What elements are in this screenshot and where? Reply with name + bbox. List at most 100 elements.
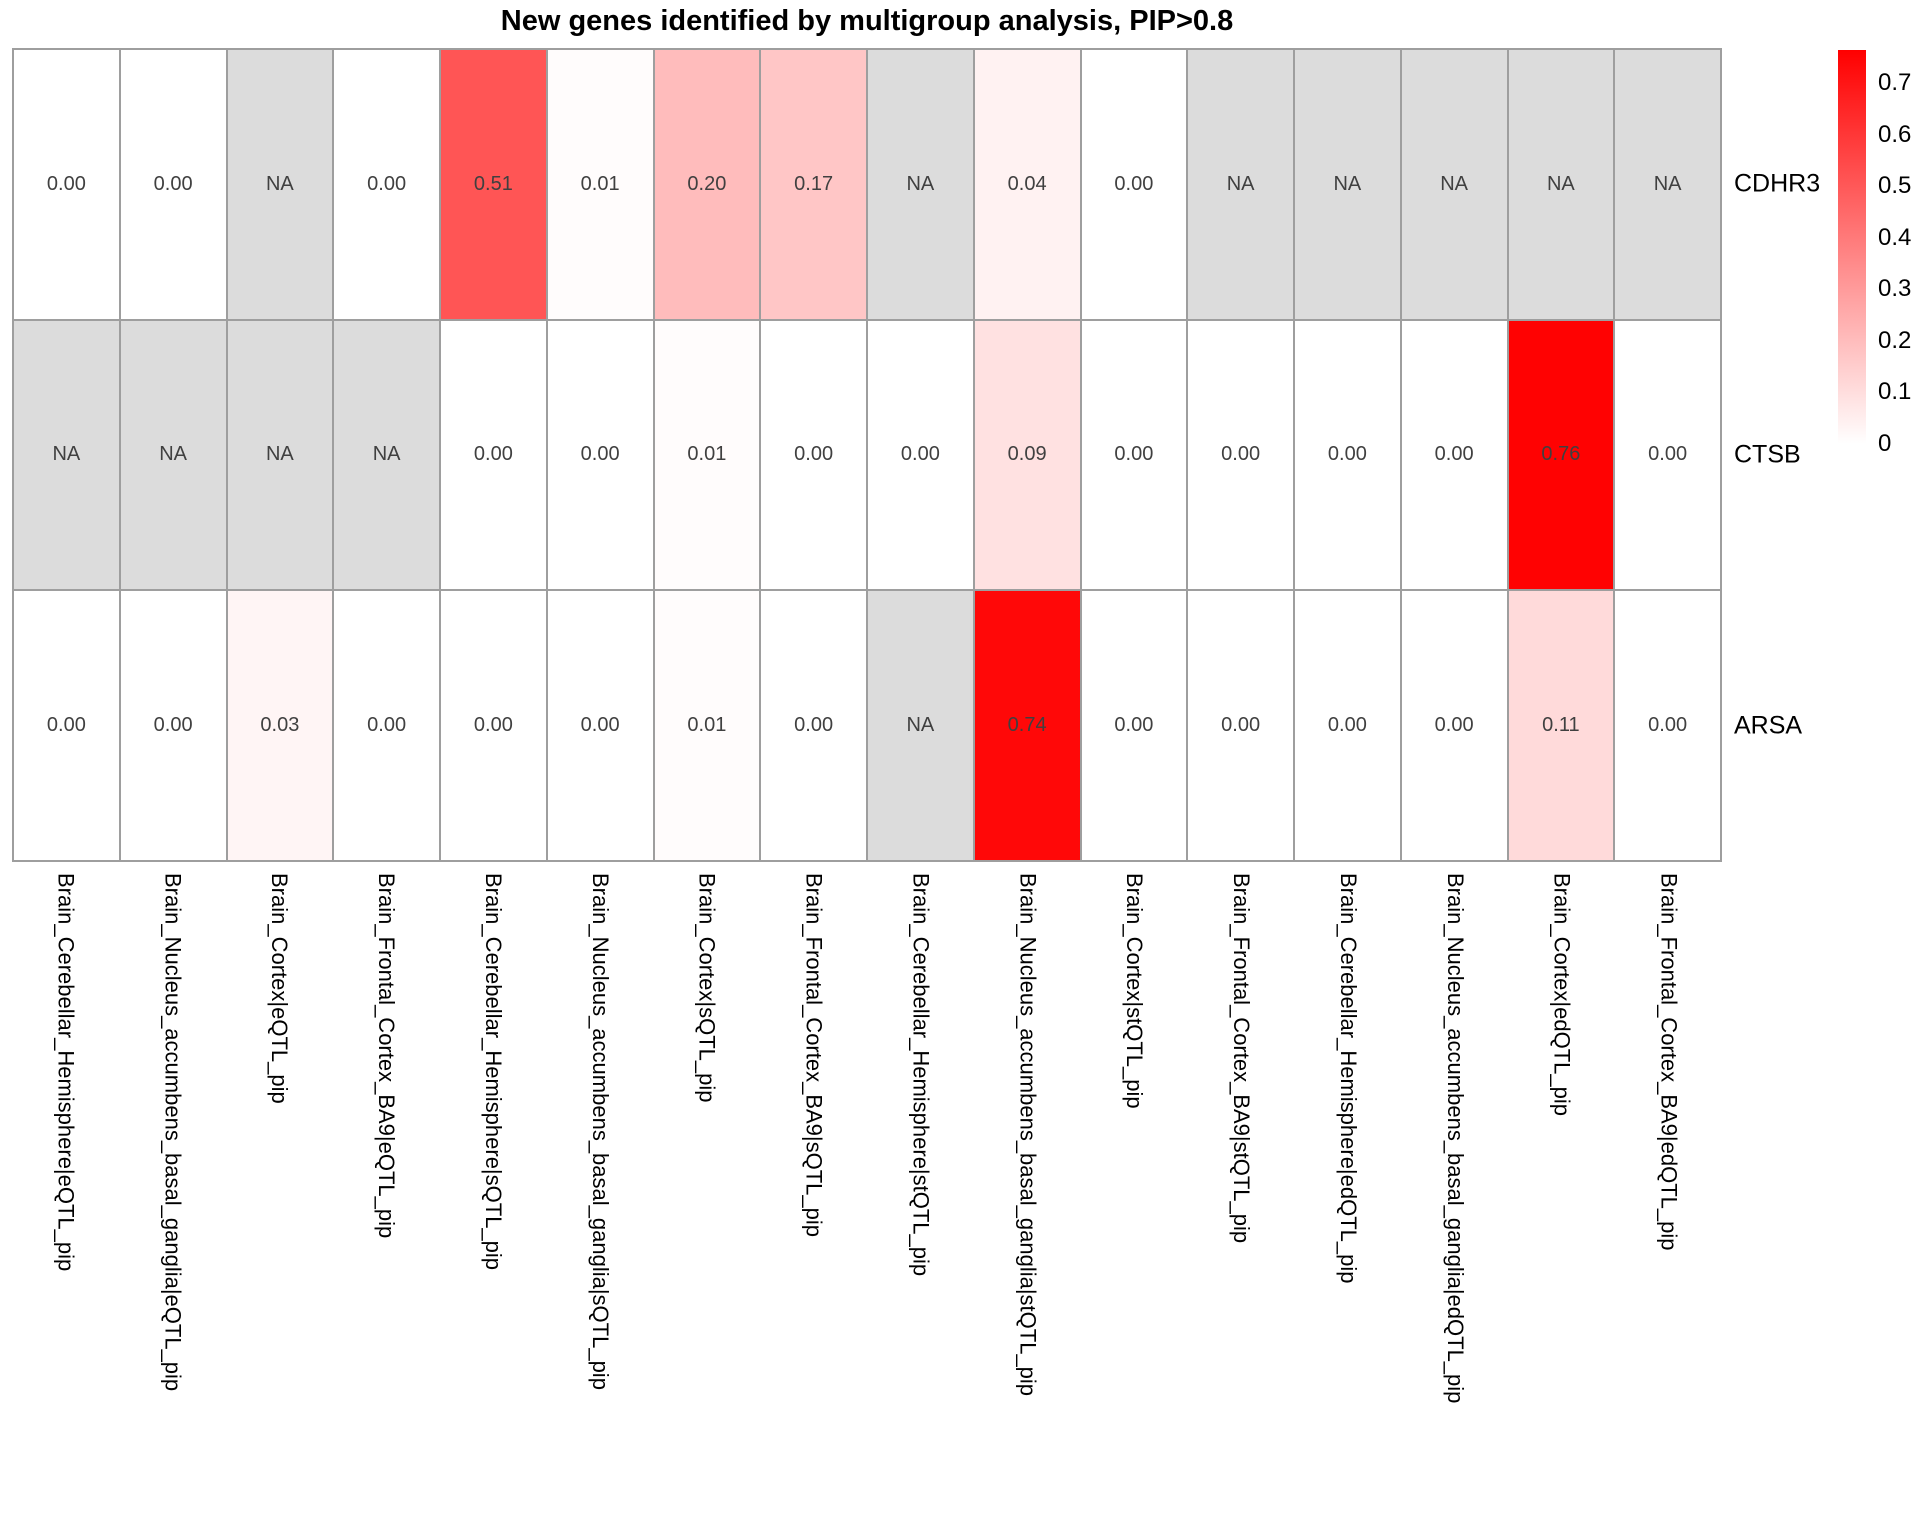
column-label: Brain_Nucleus_accumbens_basal_ganglia|eQ… [160,873,186,1392]
heatmap-cell: 0.11 [1507,590,1615,861]
heatmap-cell: 0.00 [867,319,974,591]
cell-value: 0.00 [473,714,513,737]
heatmap-cell: 0.03 [226,590,334,861]
cell-value: NA [1653,172,1682,195]
heatmap-cell: 0.00 [13,590,120,861]
column-label: Brain_Cortex|stQTL_pip [1122,873,1148,1109]
heatmap-cell: 0.76 [1507,319,1615,591]
heatmap-cell: NA [1187,49,1294,320]
cell-value: 0.00 [1114,714,1154,737]
colorbar-gradient [1838,50,1866,444]
cell-value: 0.00 [1114,172,1154,195]
cell-value: 0.00 [794,443,834,466]
heatmap-cell: 0.00 [760,590,867,861]
chart-title: New genes identified by multigroup analy… [500,5,1234,37]
heatmap-cell: 0.01 [653,590,761,861]
heatmap-cell: 0.00 [1080,319,1188,591]
column-label: Brain_Nucleus_accumbens_basal_ganglia|st… [1015,873,1041,1397]
cell-value: 0.04 [1007,172,1047,195]
cell-value: 0.00 [1221,443,1261,466]
column-label: Brain_Cerebellar_Hemisphere|edQTL_pip [1335,873,1361,1284]
cell-value: 0.00 [580,714,620,737]
cell-value: NA [265,172,294,195]
colorbar-tick-label: 0.6 [1878,120,1912,148]
heatmap-cell: 0.00 [119,49,227,320]
heatmap-cell: NA [867,590,974,861]
cell-value: 0.51 [473,172,513,195]
column-label: Brain_Cortex|edQTL_pip [1549,873,1575,1116]
heatmap-cell: 0.17 [760,49,867,320]
cell-value: 0.00 [1648,443,1688,466]
column-label: Brain_Frontal_Cortex_BA9|eQTL_pip [374,873,400,1239]
heatmap-cell: NA [119,319,227,591]
heatmap-cell: 0.04 [973,49,1081,320]
heatmap-cell: NA [226,49,334,320]
heatmap-grid: 0.00 0.00 NA 0.00 0.51 0.01 0.20 0.17 NA 0.04 0.00… [12,48,1722,862]
cell-value: 0.09 [1007,443,1047,466]
cell-value: 0.00 [367,172,407,195]
heatmap-cell: 0.00 [546,590,654,861]
heatmap-cell: 0.00 [1294,590,1401,861]
cell-value: NA [52,443,81,466]
column-label: Brain_Cerebellar_Hemisphere|stQTL_pip [908,873,934,1277]
colorbar-tick-label: 0 [1878,430,1892,457]
column-label: Brain_Frontal_Cortex_BA9|sQTL_pip [801,873,827,1238]
heatmap-cell: 0.00 [333,590,440,861]
heatmap-cell: 0.00 [440,590,547,861]
cell-value: 0.00 [46,172,86,195]
cell-value: NA [372,443,401,466]
cell-value: NA [1440,172,1469,195]
cell-value: 0.20 [687,172,727,195]
cell-value: NA [1226,172,1255,195]
cell-value: 0.01 [580,172,620,195]
cell-value: 0.01 [687,714,727,737]
heatmap-cell: 0.00 [440,319,547,591]
cell-value: 0.74 [1007,714,1047,737]
heatmap-cell: 0.74 [973,590,1081,861]
heatmap-cell: 0.00 [1400,319,1508,591]
cell-value: NA [1546,172,1575,195]
cell-value: 0.00 [1434,443,1474,466]
cell-value: 0.00 [580,443,620,466]
heatmap-cell: NA [226,319,334,591]
heatmap-cell: 0.20 [653,49,761,320]
colorbar-tick-label: 0.1 [1878,378,1912,406]
cell-value: 0.03 [260,714,300,737]
cell-value: 0.00 [153,714,193,737]
heatmap-cell: 0.00 [1187,590,1294,861]
row-label: ARSA [1734,711,1803,740]
heatmap-cell: NA [13,319,120,591]
heatmap-cell: NA [1400,49,1508,320]
heatmap-cell: 0.00 [1400,590,1508,861]
cell-value: NA [1333,172,1362,195]
colorbar-tick-label: 0.2 [1878,326,1912,354]
colorbar-tick-label: 0.3 [1878,275,1912,303]
cell-value: NA [159,443,188,466]
cell-value: 0.00 [794,714,834,737]
cell-value: 0.00 [473,443,513,466]
colorbar-tick-label: 0.5 [1878,172,1912,200]
cell-value: 0.00 [1114,443,1154,466]
cell-value: 0.00 [1648,714,1688,737]
heatmap-cell: 0.00 [1080,49,1188,320]
column-label: Brain_Cortex|eQTL_pip [267,873,293,1104]
cell-value: NA [906,714,935,737]
cell-value: NA [906,172,935,195]
heatmap-cell: 0.01 [546,49,654,320]
cell-value: 0.00 [1434,714,1474,737]
heatmap-cell: 0.00 [119,590,227,861]
heatmap-cell: 0.00 [1187,319,1294,591]
heatmap-cell: 0.01 [653,319,761,591]
cell-value: 0.00 [1221,714,1261,737]
cell-value: 0.11 [1542,714,1580,737]
cell-value: 0.00 [900,443,940,466]
heatmap-cell: 0.00 [546,319,654,591]
cell-value: NA [265,443,294,466]
heatmap-cell: 0.00 [1294,319,1401,591]
row-label: CDHR3 [1734,169,1821,198]
column-label: Brain_Frontal_Cortex_BA9|edQTL_pip [1656,873,1682,1251]
heatmap-cell: 0.51 [440,49,547,320]
cell-value: 0.01 [687,443,727,466]
column-label: Brain_Nucleus_accumbens_basal_ganglia|sQ… [587,873,613,1390]
heatmap-cell: 0.00 [333,49,440,320]
